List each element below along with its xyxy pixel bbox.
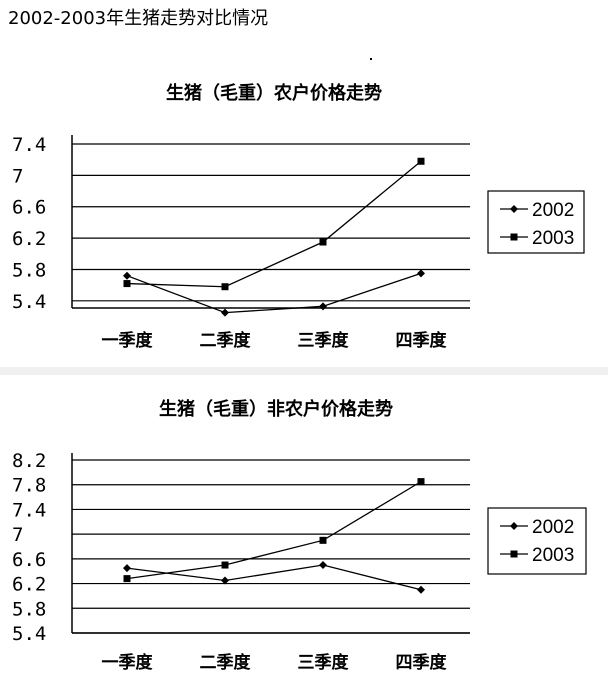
chart-panel-farmer: 生猪（毛重）农户价格走势 7.4 7 6.6 6.2 5.8 5.4 一季度 二季度 三季度 四季…	[0, 65, 608, 365]
y-tick-label: 6.2	[12, 228, 46, 250]
chart-panel-nonfarmer: 生猪（毛重）非农户价格走势 8.2 7.8 7.4 7 6.6 6.2 5.8 5.4 一季度 二…	[0, 375, 608, 686]
y-tick-label: 8.2	[12, 450, 46, 472]
y-tick-label: 7.8	[12, 475, 46, 497]
y-tick-label: 5.8	[12, 598, 46, 620]
chart-title: 生猪（毛重）非农户价格走势	[159, 399, 393, 420]
panel-separator	[0, 367, 608, 375]
chart-title: 生猪（毛重）农户价格走势	[166, 83, 382, 104]
chart-farmer-price: 7.4 7 6.6 6.2 5.8 5.4 一季度 二季度 三季度 四季度 2002 2003	[12, 134, 585, 351]
x-category-label: 一季度	[102, 652, 154, 673]
y-tick-label: 6.6	[12, 197, 46, 219]
data-point-2002	[221, 308, 229, 317]
data-point-2002	[221, 576, 229, 585]
x-category-label: 四季度	[396, 330, 448, 351]
legend-box	[487, 190, 585, 254]
data-point-2003	[221, 283, 229, 291]
x-category-label: 三季度	[298, 330, 350, 351]
x-category-label: 四季度	[396, 652, 448, 673]
y-tick-label: 7.4	[12, 499, 46, 521]
y-tick-label: 7	[12, 524, 23, 546]
series-line-2002	[126, 564, 422, 591]
data-point-2003	[221, 561, 229, 569]
page-title: 2002-2003年生猪走势对比情况	[8, 8, 269, 29]
series-line-2003	[126, 160, 422, 288]
legend-label-2002: 2002	[532, 200, 574, 221]
y-tick-label: 7	[12, 165, 23, 187]
series-line-2002	[126, 272, 422, 314]
x-category-label: 二季度	[200, 330, 252, 351]
data-point-2003	[417, 478, 425, 486]
legend: 2002 2003	[487, 190, 585, 254]
y-tick-label: 5.4	[12, 291, 46, 313]
legend-marker-2003	[510, 550, 518, 558]
data-point-2002	[123, 564, 131, 573]
data-point-2003	[417, 157, 425, 165]
y-tick-label: 5.4	[12, 623, 46, 645]
data-point-2003	[123, 280, 131, 288]
legend-marker-2002	[510, 522, 518, 530]
legend-label-2002: 2002	[532, 517, 574, 538]
data-point-2002	[417, 585, 425, 594]
y-tick-label: 6.2	[12, 574, 46, 596]
data-point-2002	[319, 561, 327, 570]
data-point-2002	[319, 302, 327, 311]
y-tick-label: 5.8	[12, 259, 46, 281]
legend-marker-2003	[510, 233, 518, 241]
x-category-label: 三季度	[298, 652, 350, 673]
data-point-2002	[123, 271, 131, 280]
legend: 2002 2003	[487, 507, 587, 575]
legend-box	[487, 507, 587, 575]
data-point-2003	[123, 575, 131, 583]
y-tick-label: 6.6	[12, 549, 46, 571]
y-tick-label: 7.4	[12, 134, 46, 156]
legend-label-2003: 2003	[532, 228, 574, 249]
x-category-label: 二季度	[200, 652, 252, 673]
legend-marker-2002	[510, 205, 518, 213]
data-point-2003	[319, 238, 327, 246]
stray-dot	[370, 58, 372, 60]
series-line-2003	[126, 481, 422, 580]
x-category-label: 一季度	[102, 330, 154, 351]
data-point-2002	[417, 269, 425, 278]
data-point-2003	[319, 536, 327, 544]
legend-label-2003: 2003	[532, 545, 574, 566]
